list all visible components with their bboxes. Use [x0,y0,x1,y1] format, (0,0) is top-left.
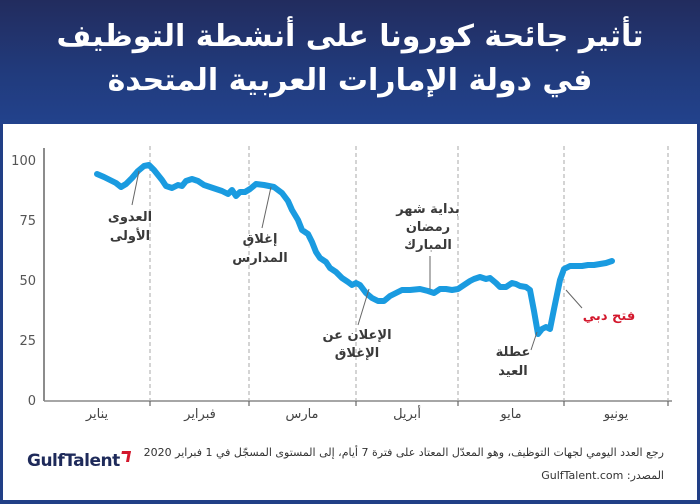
logo-mark-icon [119,451,131,462]
annotation-lockdown-line1: الإعلان عن [322,328,391,343]
source-note: المصدر: GulfTalent.com [541,469,664,482]
chart-title-line1: تأثير جائحة كورونا على أنشطة التوظيف [56,19,644,54]
annotation-first-infection-line1: العدوى [108,210,152,225]
y-tick-75: 75 [19,214,36,229]
annotation-ramadan-line1: بداية شهر [395,202,460,217]
month-dividers [149,146,669,401]
y-tick-25: 25 [19,334,36,349]
month-label-may: مايو [499,407,521,422]
hiring-index-line [94,162,615,337]
month-label-jan: يناير [85,407,109,422]
month-label-jun: يونيو [603,407,629,422]
header-banner: تأثير جائحة كورونا على أنشطة التوظيف في … [0,0,700,124]
annotation-ramadan-line2: رمضان [406,220,450,235]
annotation-eid-line2: العيد [498,364,528,379]
annotation-first-infection-line2: الأولى [110,227,150,244]
y-tick-0: 0 [28,394,36,409]
gulftalent-logo: GulfTalent [27,451,131,471]
annotation-eid-line1: عطلة [496,345,531,360]
annotation-ramadan-line3: المبارك [404,238,452,253]
month-label-apr: أبريل [393,405,421,422]
x-ticks [149,401,669,406]
annotation-school-closure-line2: المدارس [232,251,287,266]
y-tick-50: 50 [19,274,36,289]
annotation-dubai-reopening: فتح دبي [583,309,635,324]
annotation-leaders [131,170,583,351]
logo-text: GulfTalent [27,451,120,471]
annotation-lockdown-line2: الإغلاق [335,346,380,361]
y-tick-100: 100 [11,154,36,169]
footnote: رجع العدد اليومي لجهات التوظيف، وهو المع… [143,446,664,459]
annotation-school-closure-line1: إغلاق [243,232,278,247]
month-label-mar: مارس [285,407,318,422]
chart-title-line2: في دولة الإمارات العربية المتحدة [107,63,593,98]
month-label-feb: فبراير [183,407,216,422]
